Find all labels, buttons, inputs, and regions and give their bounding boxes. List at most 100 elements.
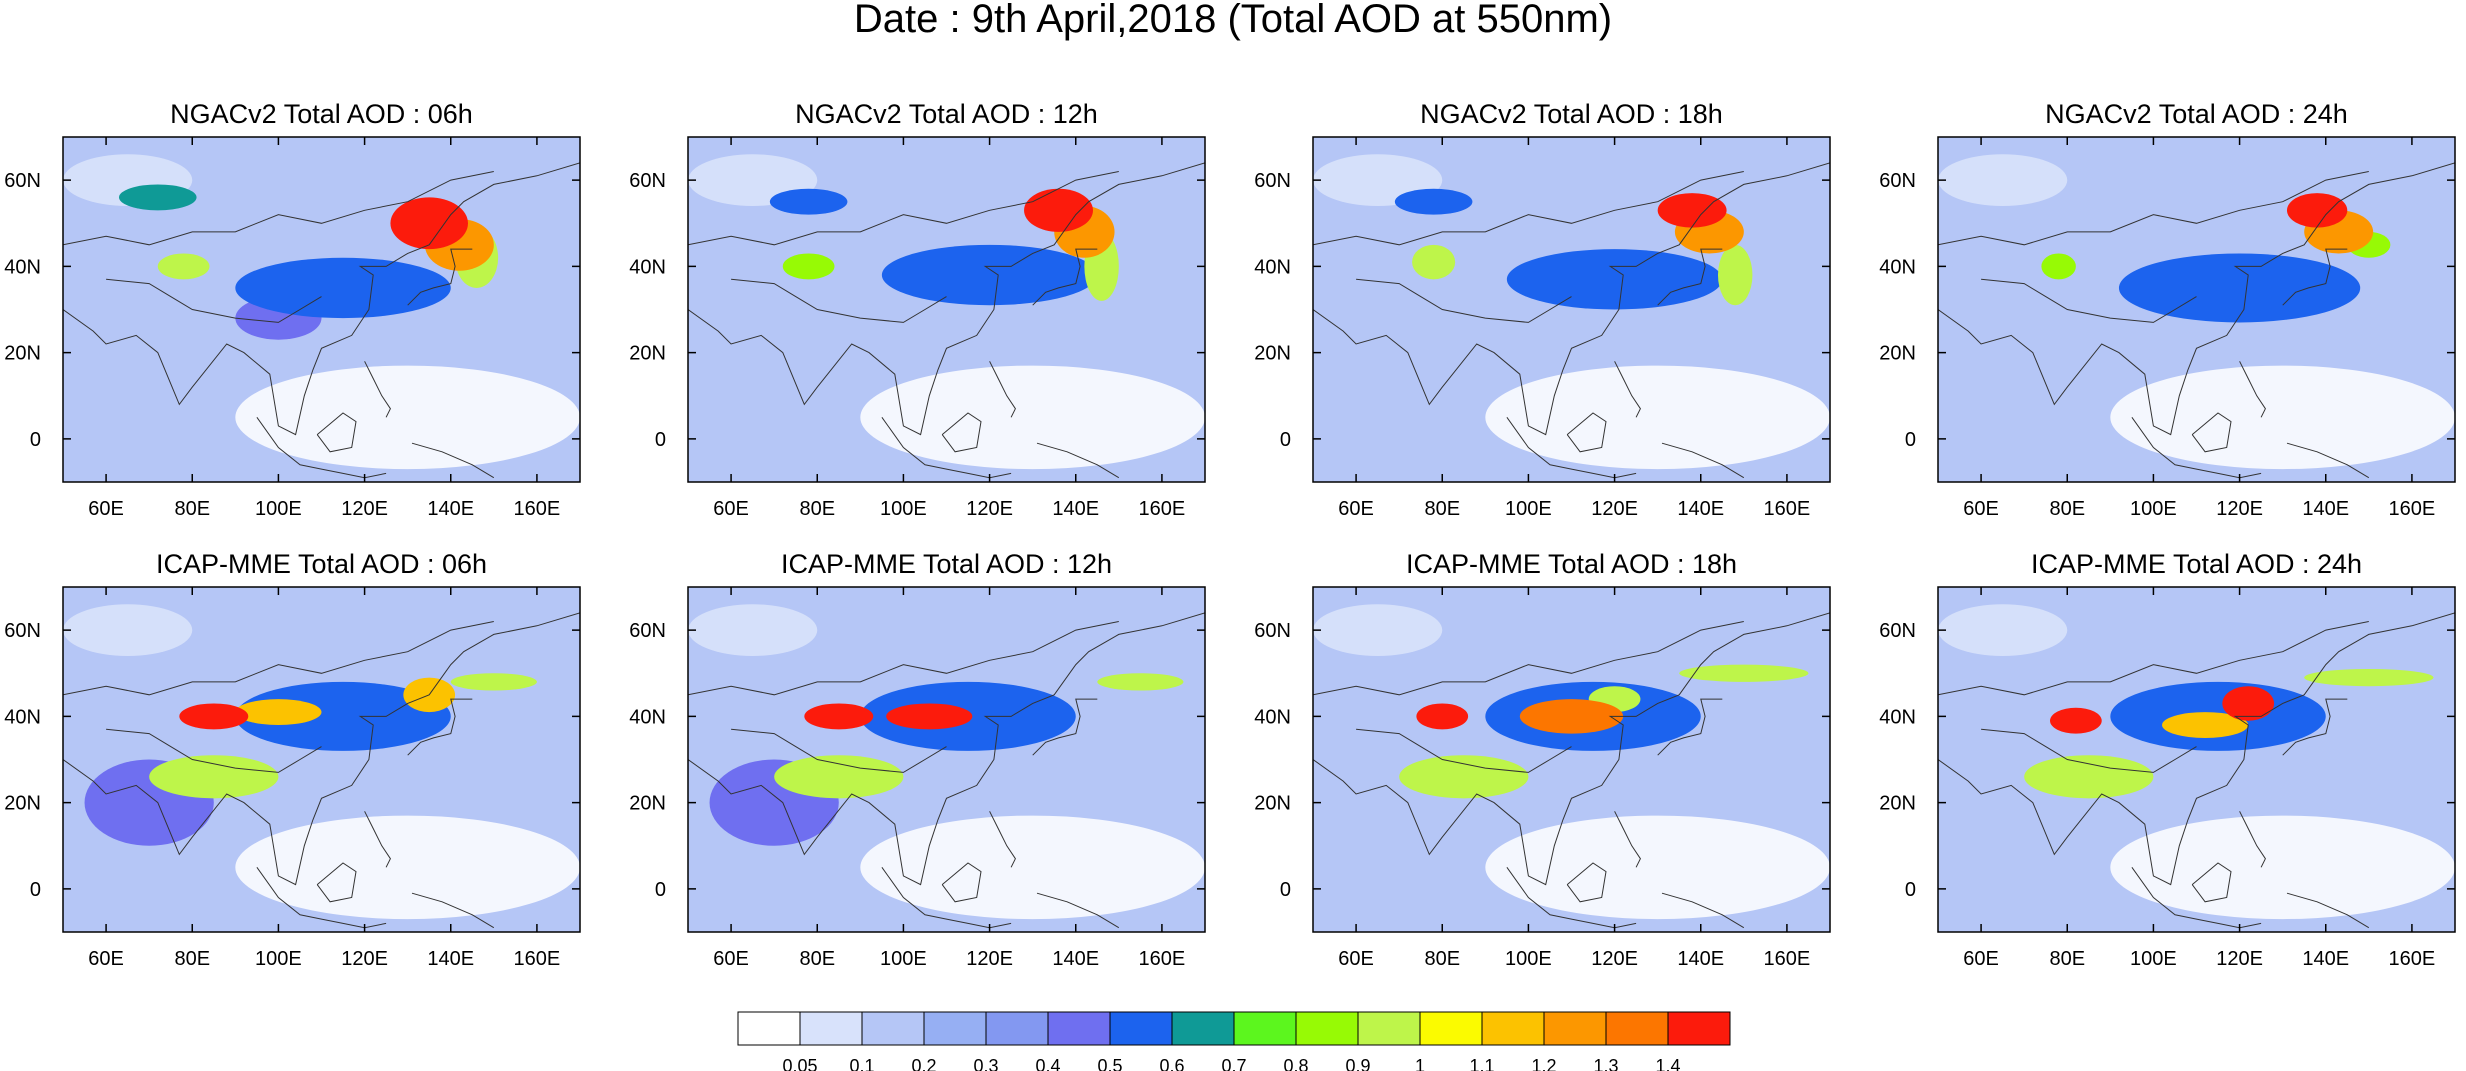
map-frame [687,136,1206,483]
lon-tick-label: 160E [1764,498,1811,520]
aod-plume [881,244,1098,306]
colorbar-label: 1.4 [1655,1056,1680,1071]
aod-plume [769,188,848,215]
coastline [989,811,1016,868]
aod-plume [2286,193,2348,228]
panel-title: ICAP-MME Total AOD : 24h [2031,549,2362,579]
colorbar-label: 0.9 [1345,1056,1370,1071]
colorbar-label: 0.2 [911,1056,936,1071]
coastline [1356,278,1572,323]
aod-plume [2024,755,2154,799]
lon-tick-label: 80E [1424,498,1460,520]
coastline [1313,162,1830,436]
aod-plume [804,703,874,730]
colorbar-box [1109,1011,1173,1046]
lat-tick-label: 60N [1254,620,1291,642]
map-frame [1937,136,2456,483]
aod-plume [1399,755,1529,799]
panel-title: ICAP-MME Total AOD : 06h [156,549,487,579]
lat-tick-label: 40N [1254,706,1291,728]
aod-plume [119,184,197,211]
lat-tick-label: 0 [1280,429,1291,451]
clean-air-area [1485,815,1830,920]
lat-tick-label: 0 [1905,879,1916,901]
coastline [2282,698,2348,756]
coastline [364,361,391,418]
panel-title: NGACv2 Total AOD : 24h [2045,99,2348,129]
lon-tick-label: 100E [1505,498,1552,520]
coastline [1614,811,1641,868]
aod-plume [179,703,249,730]
coastline [731,278,947,323]
clean-air-area [2110,365,2455,470]
aod-plume [390,197,468,250]
coastline [1661,892,1745,929]
lat-tick-label: 60N [629,620,666,642]
map-panel: NGACv2 Total AOD : 06h 60E 80E 100E 120E 140E… [4,99,581,520]
aod-plume [1024,188,1093,232]
colorbar-label: 0.3 [973,1056,998,1071]
lon-tick-label: 160E [514,948,561,970]
map-panel: ICAP-MME Total AOD : 24h 60E 80E 100E 120E 14… [1879,549,2456,970]
map-frame [62,586,581,933]
lon-tick-label: 100E [880,498,927,520]
panel-title: NGACv2 Total AOD : 06h [170,99,473,129]
colorbar-box [1419,1011,1483,1046]
coastline [316,862,357,903]
coastline [1938,621,2369,696]
aod-plume [1717,244,1753,306]
lon-tick-label: 140E [1677,498,1724,520]
lon-tick-label: 60E [1963,498,1999,520]
map-frame [1937,586,2456,933]
lat-tick-label: 0 [1905,429,1916,451]
lon-tick-label: 140E [2302,948,2349,970]
aod-plume [1506,249,1723,310]
aod-plume [235,699,322,725]
coastline [2286,442,2370,479]
lat-tick-label: 20N [1254,343,1291,365]
lon-tick-label: 120E [966,948,1013,970]
colorbar-box [1047,1011,1111,1046]
coastline [407,248,473,306]
aod-field [63,137,580,482]
colorbar-box [861,1011,925,1046]
colorbar: 0.05 0.1 0.2 0.3 0.4 0.5 0.6 0.7 0.8 0.9 1 1.1 1.2 1.… [737,1011,1731,1071]
lon-tick-label: 60E [713,948,749,970]
aod-plume [2041,253,2076,280]
aod-plume [886,703,973,730]
coastline [1657,698,1723,756]
coastline [941,412,982,453]
panel-title: ICAP-MME Total AOD : 18h [1406,549,1737,579]
lat-tick-label: 20N [1879,343,1916,365]
panel-title: NGACv2 Total AOD : 12h [795,99,1098,129]
map-frame [1312,586,1831,933]
coastline [2239,811,2266,868]
clean-air-area [1938,154,2068,206]
panel-title: NGACv2 Total AOD : 18h [1420,99,1723,129]
coastline [1313,612,1830,886]
coastline [1032,698,1098,756]
coastline [63,612,580,886]
lat-tick-label: 0 [655,429,666,451]
colorbar-box [799,1011,863,1046]
coastline [2191,412,2232,453]
aod-plume [2222,686,2275,721]
coastline [1981,278,2197,323]
map-panel: ICAP-MME Total AOD : 18h 60E 80E 100E 120E 14… [1254,549,1831,970]
aod-plume [2050,707,2102,734]
clean-air-area [860,365,1205,470]
lon-tick-label: 80E [1424,948,1460,970]
coastline [731,728,947,773]
coastline [688,162,1205,436]
lon-tick-label: 80E [799,498,835,520]
lon-tick-label: 60E [88,948,124,970]
lon-tick-label: 60E [713,498,749,520]
aod-plume [1679,664,1809,682]
lon-tick-label: 60E [1963,948,1999,970]
lat-tick-label: 20N [4,343,41,365]
clean-air-area [1938,604,2068,656]
aod-field [688,587,1205,932]
coastline [1661,442,1745,479]
coastline [1036,442,1120,479]
